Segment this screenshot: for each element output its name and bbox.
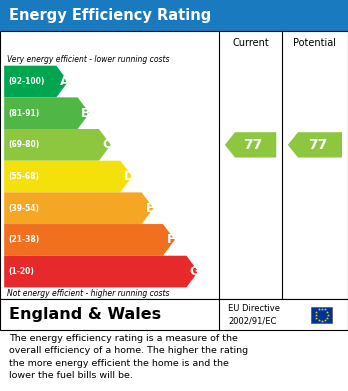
Text: G: G	[190, 265, 200, 278]
Polygon shape	[4, 161, 132, 192]
Text: (39-54): (39-54)	[8, 204, 39, 213]
Bar	[311, 307, 332, 323]
Text: (21-38): (21-38)	[8, 235, 40, 244]
Polygon shape	[4, 97, 89, 129]
Polygon shape	[4, 224, 175, 256]
Text: (1-20): (1-20)	[8, 267, 34, 276]
Text: B: B	[81, 107, 91, 120]
Text: Potential: Potential	[293, 38, 337, 48]
Text: F: F	[167, 233, 175, 246]
Text: D: D	[124, 170, 134, 183]
Text: (92-100): (92-100)	[8, 77, 45, 86]
Polygon shape	[4, 256, 198, 287]
Text: 77: 77	[244, 138, 263, 152]
Text: EU Directive
2002/91/EC: EU Directive 2002/91/EC	[228, 304, 280, 325]
Text: Energy Efficiency Rating: Energy Efficiency Rating	[9, 8, 211, 23]
Text: 77: 77	[308, 138, 327, 152]
Text: (55-68): (55-68)	[8, 172, 39, 181]
Text: The energy efficiency rating is a measure of the
overall efficiency of a home. T: The energy efficiency rating is a measur…	[9, 334, 248, 380]
Text: C: C	[103, 138, 112, 151]
Text: Current: Current	[232, 38, 269, 48]
Polygon shape	[4, 129, 111, 161]
Bar	[0, 0, 348, 31]
Text: Not energy efficient - higher running costs: Not energy efficient - higher running co…	[7, 289, 169, 298]
Polygon shape	[288, 132, 342, 158]
Polygon shape	[4, 192, 153, 224]
Text: (69-80): (69-80)	[8, 140, 40, 149]
Text: Very energy efficient - lower running costs: Very energy efficient - lower running co…	[7, 55, 169, 65]
Text: E: E	[146, 202, 154, 215]
Polygon shape	[225, 132, 276, 158]
Text: (81-91): (81-91)	[8, 109, 40, 118]
Text: A: A	[60, 75, 70, 88]
Text: England & Wales: England & Wales	[9, 307, 161, 322]
Bar	[0, 299, 348, 330]
Polygon shape	[4, 66, 68, 97]
Bar	[0, 31, 348, 299]
